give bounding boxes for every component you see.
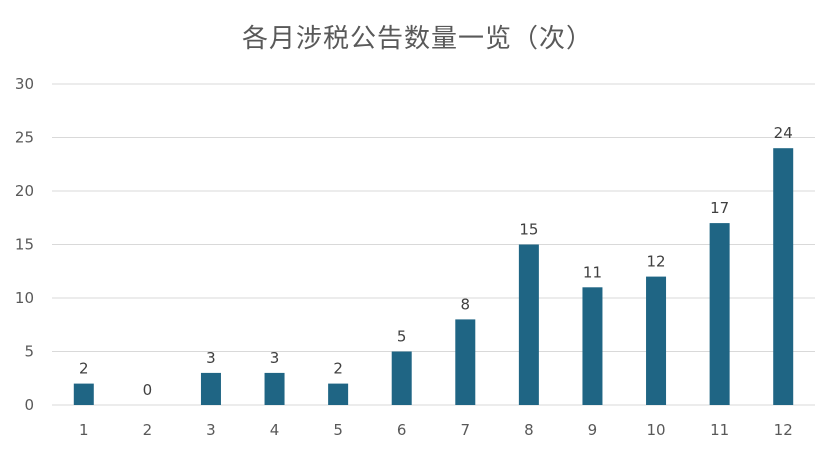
x-tick-label: 8: [524, 421, 534, 439]
x-tick-label: 6: [397, 421, 407, 439]
x-tick-label: 9: [588, 421, 598, 439]
x-tick-label: 7: [461, 421, 471, 439]
data-label-month-9: 11: [583, 263, 602, 281]
bar-month-12: [773, 148, 794, 405]
x-tick-label: 5: [333, 421, 343, 439]
y-tick-label: 20: [15, 182, 34, 200]
data-label-month-10: 12: [646, 253, 665, 271]
x-tick-label: 1: [79, 421, 89, 439]
data-label-month-11: 17: [710, 199, 729, 217]
data-label-month-3: 3: [206, 349, 216, 367]
data-label-month-2: 0: [143, 381, 153, 399]
bars: [73, 148, 794, 405]
x-tick-label: 4: [270, 421, 280, 439]
gridlines: [52, 83, 815, 406]
y-tick-label: 15: [15, 236, 34, 254]
y-tick-label: 25: [15, 129, 34, 147]
data-label-month-5: 2: [333, 360, 343, 378]
x-tick-label: 11: [710, 421, 729, 439]
bar-month-8: [518, 244, 539, 405]
y-tick-label: 30: [15, 75, 34, 93]
y-tick-label: 10: [15, 289, 34, 307]
data-label-month-4: 3: [270, 349, 280, 367]
bar-month-7: [455, 319, 476, 405]
bar-month-6: [391, 351, 412, 405]
bar-month-9: [582, 287, 603, 405]
data-label-month-7: 8: [461, 295, 471, 313]
x-axis: 1 2 3 4 5 6 7 8 9 10 11 12: [79, 421, 793, 439]
chart-title: 各月涉税公告数量一览（次）: [241, 24, 593, 54]
x-tick-label: 3: [206, 421, 216, 439]
data-label-month-1: 2: [79, 360, 89, 378]
bar-month-4: [264, 372, 285, 405]
y-tick-label: 0: [24, 396, 34, 414]
bar-month-10: [646, 276, 667, 405]
bar-month-1: [73, 383, 94, 405]
data-label-month-12: 24: [774, 124, 793, 142]
bar-month-3: [200, 372, 221, 405]
y-axis: 0 5 10 15 20 25 30: [15, 75, 34, 414]
x-tick-label: 10: [646, 421, 665, 439]
x-tick-label: 2: [143, 421, 153, 439]
bar-month-11: [709, 223, 730, 405]
bar-month-5: [328, 383, 349, 405]
x-tick-label: 12: [774, 421, 793, 439]
data-labels: 2 0 3 3 2 5 8 15 11 12 17 24: [79, 124, 793, 399]
data-label-month-8: 15: [519, 221, 538, 239]
data-label-month-6: 5: [397, 328, 407, 346]
y-tick-label: 5: [24, 343, 34, 361]
